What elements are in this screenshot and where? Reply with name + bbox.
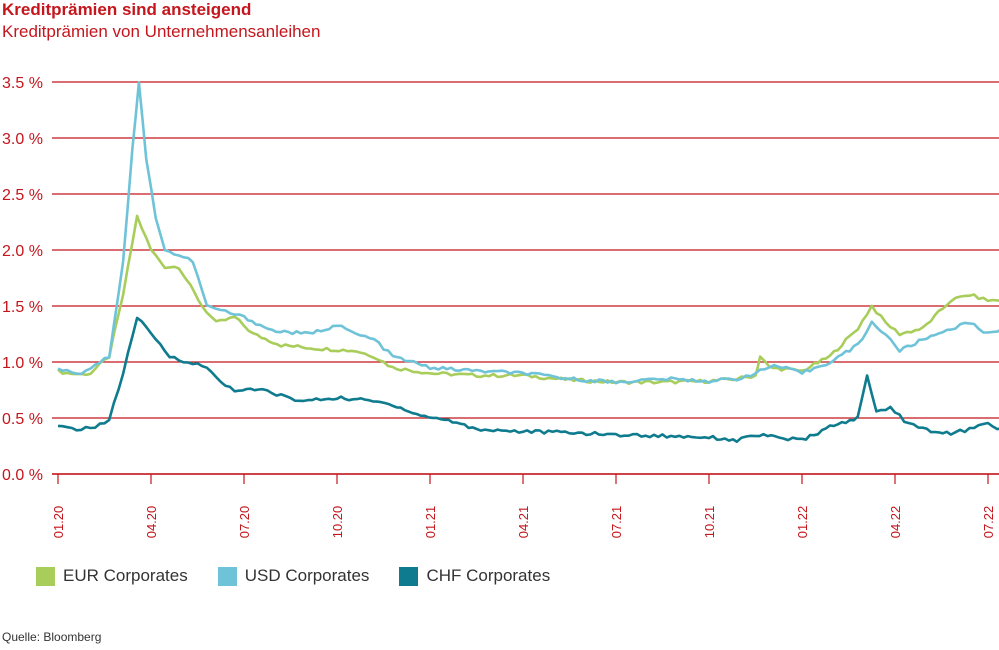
x-tick-label: 01.20 (51, 506, 66, 539)
x-axis-ticks: 01.20 04.20 07.20 10.20 01.21 04.21 07.21 10.21… (51, 474, 996, 538)
source-note: Quelle: Bloomberg (2, 630, 102, 644)
x-tick-label: 07.21 (609, 506, 624, 539)
legend-label-eur: EUR Corporates (63, 566, 188, 585)
y-tick-label: 3.0 % (2, 131, 43, 148)
x-tick-label: 01.21 (423, 506, 438, 539)
y-tick-label: 2.5 % (2, 187, 43, 204)
y-tick-label: 1.0 % (2, 355, 43, 372)
grid-layer (52, 81, 999, 475)
legend-item-chf: CHF Corporates (399, 566, 550, 586)
x-tick-label: 10.20 (330, 506, 345, 539)
x-tick-label: 10.21 (702, 506, 717, 539)
series-line-usd (57, 81, 999, 385)
legend: EUR Corporates USD Corporates CHF Corpor… (36, 566, 580, 586)
legend-swatch-chf (399, 566, 419, 586)
line-chart: 3.5 % 3.0 % 2.5 % 2.0 % 1.5 % 1.0 % 0.5 % 0.0 %… (2, 75, 999, 538)
x-tick-label: 04.22 (888, 506, 903, 539)
legend-item-usd: USD Corporates (217, 566, 370, 586)
x-tick-label: 07.22 (981, 506, 996, 539)
x-tick-label: 04.20 (144, 506, 159, 539)
series-line-eur (57, 214, 999, 386)
y-tick-label: 1.5 % (2, 299, 43, 316)
x-tick-label: 07.20 (237, 506, 252, 539)
x-tick-label: 04.21 (516, 506, 531, 539)
chart-subtitle: Kreditprämien von Unternehmensanleihen (2, 22, 321, 41)
y-tick-label: 0.5 % (2, 411, 43, 428)
x-tick-label: 01.22 (795, 506, 810, 539)
y-axis-ticks: 3.5 % 3.0 % 2.5 % 2.0 % 1.5 % 1.0 % 0.5 % 0.0 % (2, 75, 43, 484)
y-tick-label: 2.0 % (2, 243, 43, 260)
legend-item-eur: EUR Corporates (36, 566, 188, 586)
chart-title: Kreditprämien sind ansteigend (2, 0, 252, 19)
legend-label-chf: CHF Corporates (426, 566, 551, 585)
legend-swatch-eur (36, 566, 55, 586)
legend-label-usd: USD Corporates (244, 566, 370, 585)
legend-swatch-usd (217, 566, 237, 586)
series-layer (57, 81, 999, 443)
y-tick-label: 0.0 % (2, 467, 43, 484)
series-line-chf (57, 316, 999, 443)
y-tick-label: 3.5 % (2, 75, 43, 92)
